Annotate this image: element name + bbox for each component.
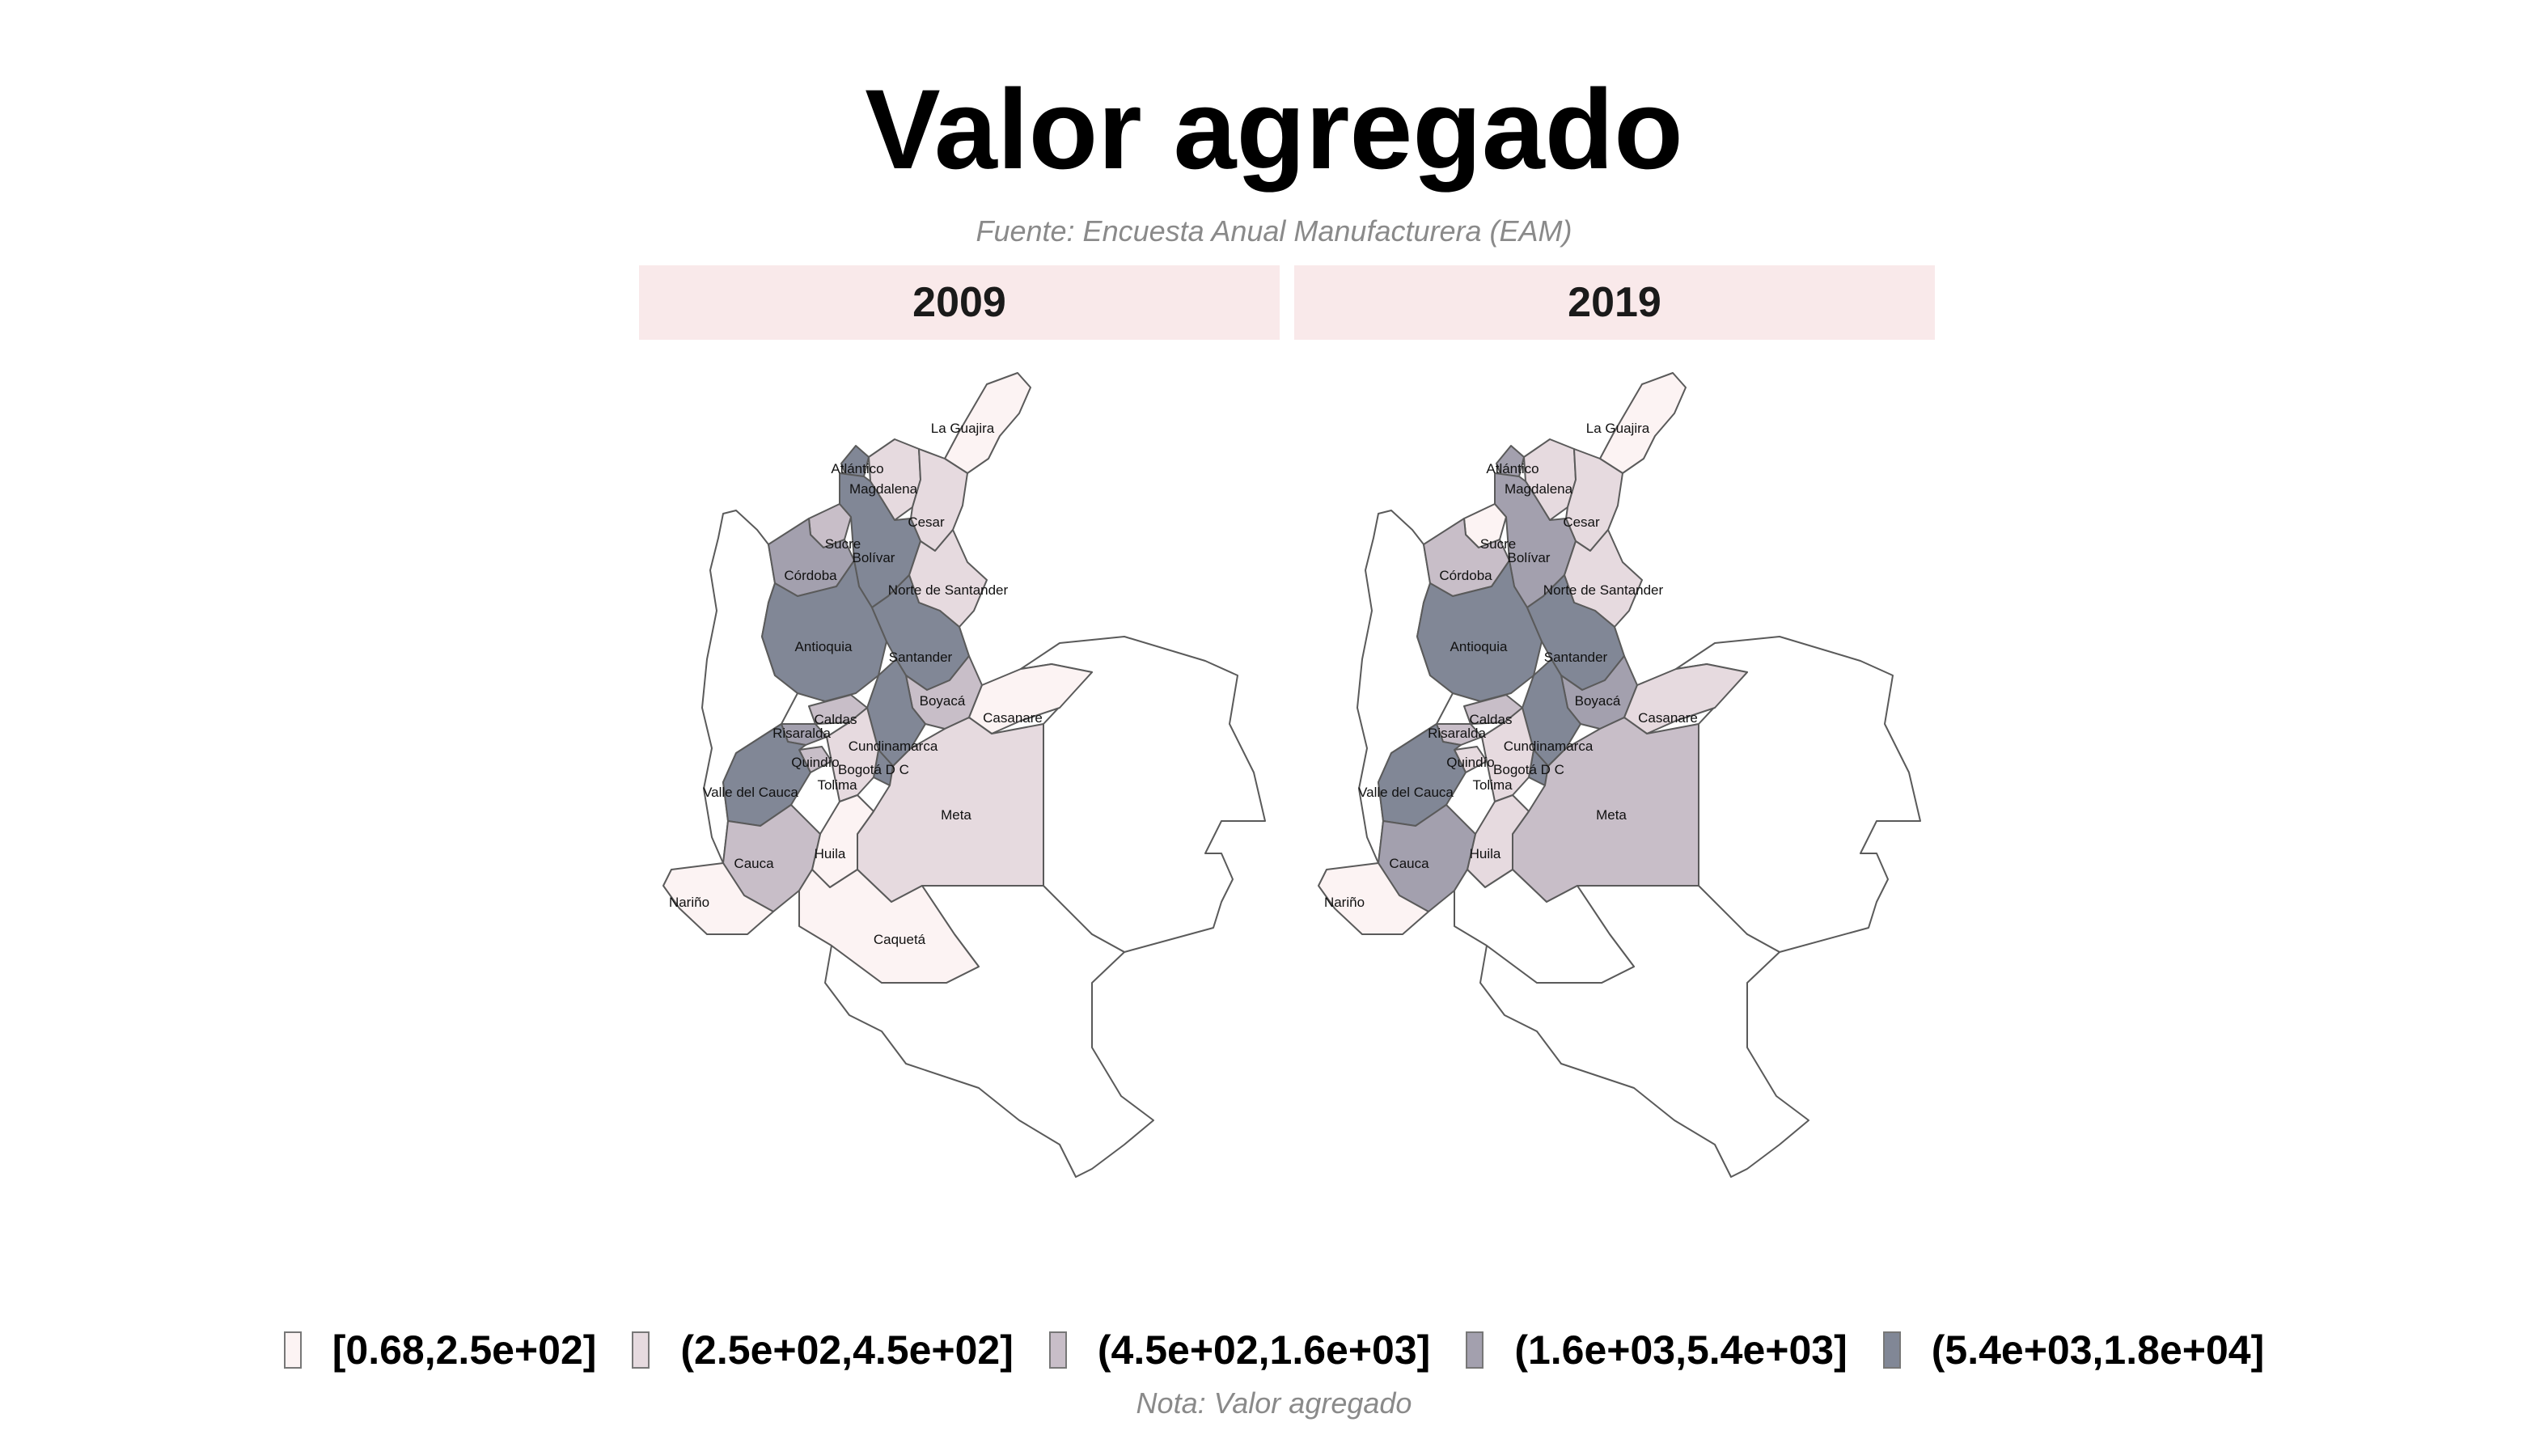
region-caqueta	[1454, 869, 1635, 984]
region-label-cauca: Cauca	[734, 856, 774, 871]
region-label-sucre: Sucre	[1480, 536, 1516, 552]
region-label-la-guajira: La Guajira	[1586, 421, 1650, 436]
region-label-norte-de-santander: Norte de Santander	[888, 582, 1009, 598]
region-label-bogota-d-c: Bogotá D C	[838, 762, 909, 777]
region-label-magdalena: Magdalena	[1505, 481, 1573, 497]
region-casanare	[1623, 663, 1748, 734]
colombia-choropleth-map: La GuajiraAtlánticoMagdalenaCesarSucreBo…	[1318, 372, 1921, 1178]
region-label-antioquia: Antioquia	[1450, 639, 1508, 654]
caption: Nota: Valor agregado	[1136, 1386, 1412, 1420]
region-label-boyaca: Boyacá	[920, 693, 966, 709]
region-narino	[662, 862, 774, 935]
legend-swatch	[1048, 1331, 1067, 1369]
region-label-caqueta: Caquetá	[874, 932, 926, 947]
legend-item: (1.6e+03,5.4e+03]	[1466, 1327, 1848, 1373]
region-label-narino: Nariño	[1324, 895, 1365, 910]
region-label-quindio: Quindío	[1446, 755, 1495, 770]
region-label-cordoba: Córdoba	[1439, 568, 1492, 583]
region-label-valle-del-cauca: Valle del Cauca	[703, 785, 798, 800]
panel-strip-2019: 2019	[1294, 265, 1935, 340]
region-label-la-guajira: La Guajira	[931, 421, 995, 436]
region-label-caldas: Caldas	[1470, 712, 1513, 727]
region-tolima	[826, 707, 879, 802]
region-label-huila: Huila	[815, 846, 846, 861]
region-label-atlantico: Atlántico	[831, 461, 883, 476]
region-label-bolivar: Bolívar	[1508, 550, 1551, 565]
map-panel-2019: La Guajira Atlántico Magdalena Cesar Sucre Bo…	[1294, 368, 1935, 1201]
region-label-atlantico: Atlántico	[1486, 461, 1539, 476]
map-panel-2009: La Guajira Atlántico Magdalena Cesar Sucre Bo…	[639, 368, 1280, 1201]
region-label-risaralda: Risaralda	[772, 726, 831, 741]
region-label-casanare: Casanare	[1638, 710, 1698, 726]
region-label-valle-del-cauca: Valle del Cauca	[1358, 785, 1454, 800]
legend-label: (1.6e+03,5.4e+03]	[1514, 1327, 1848, 1373]
legend-swatch	[283, 1331, 302, 1369]
legend-item: [0.68,2.5e+02]	[283, 1327, 597, 1373]
legend-label: (4.5e+02,1.6e+03]	[1097, 1327, 1431, 1373]
region-label-norte-de-santander: Norte de Santander	[1543, 582, 1664, 598]
region-label-santander: Santander	[1544, 650, 1608, 665]
region-label-meta: Meta	[1596, 807, 1627, 823]
region-narino	[1318, 862, 1429, 935]
region-label-cundinamarca: Cundinamarca	[1504, 739, 1594, 754]
region-label-cordoba: Córdoba	[784, 568, 837, 583]
legend-swatch	[1882, 1331, 1901, 1369]
legend-swatch	[1466, 1331, 1484, 1369]
legend-label: [0.68,2.5e+02]	[332, 1327, 597, 1373]
region-label-bogota-d-c: Bogotá D C	[1493, 762, 1564, 777]
panel-strip-2009: 2009	[639, 265, 1280, 340]
legend-swatch	[632, 1331, 650, 1369]
region-label-cesar: Cesar	[908, 514, 945, 530]
region-label-casanare: Casanare	[983, 710, 1043, 726]
region-label-bolivar: Bolívar	[853, 550, 895, 565]
legend-item: (5.4e+03,1.8e+04]	[1882, 1327, 2265, 1373]
region-label-meta: Meta	[941, 807, 971, 823]
legend-label: (2.5e+02,4.5e+02]	[680, 1327, 1014, 1373]
legend-label: (5.4e+03,1.8e+04]	[1931, 1327, 2265, 1373]
subtitle: Fuente: Encuesta Anual Manufacturera (EA…	[976, 214, 1572, 248]
region-label-quindio: Quindío	[791, 755, 840, 770]
region-label-risaralda: Risaralda	[1428, 726, 1486, 741]
region-label-magdalena: Magdalena	[849, 481, 918, 497]
region-label-sucre: Sucre	[825, 536, 861, 552]
legend-item: (4.5e+02,1.6e+03]	[1048, 1327, 1431, 1373]
region-label-caldas: Caldas	[815, 712, 857, 727]
region-label-cundinamarca: Cundinamarca	[849, 739, 938, 754]
colombia-choropleth-map: La GuajiraAtlánticoMagdalenaCesarSucreBo…	[662, 372, 1266, 1178]
region-valle-del-cauca	[1378, 723, 1467, 827]
region-tolima	[1481, 707, 1534, 802]
region-casanare	[968, 663, 1093, 734]
region-label-narino: Nariño	[669, 895, 709, 910]
region-label-cauca: Cauca	[1389, 856, 1429, 871]
region-label-santander: Santander	[889, 650, 953, 665]
legend-item: (2.5e+02,4.5e+02]	[632, 1327, 1014, 1373]
region-label-cesar: Cesar	[1563, 514, 1600, 530]
region-label-antioquia: Antioquia	[795, 639, 853, 654]
region-caqueta	[798, 869, 980, 984]
legend: [0.68,2.5e+02] (2.5e+02,4.5e+02] (4.5e+0…	[0, 1327, 2548, 1373]
region-label-huila: Huila	[1470, 846, 1501, 861]
region-label-tolima: Tolima	[1472, 777, 1513, 793]
region-valle-del-cauca	[722, 723, 811, 827]
page-title: Valor agregado	[865, 66, 1683, 193]
region-label-boyaca: Boyacá	[1575, 693, 1621, 709]
region-label-tolima: Tolima	[817, 777, 857, 793]
